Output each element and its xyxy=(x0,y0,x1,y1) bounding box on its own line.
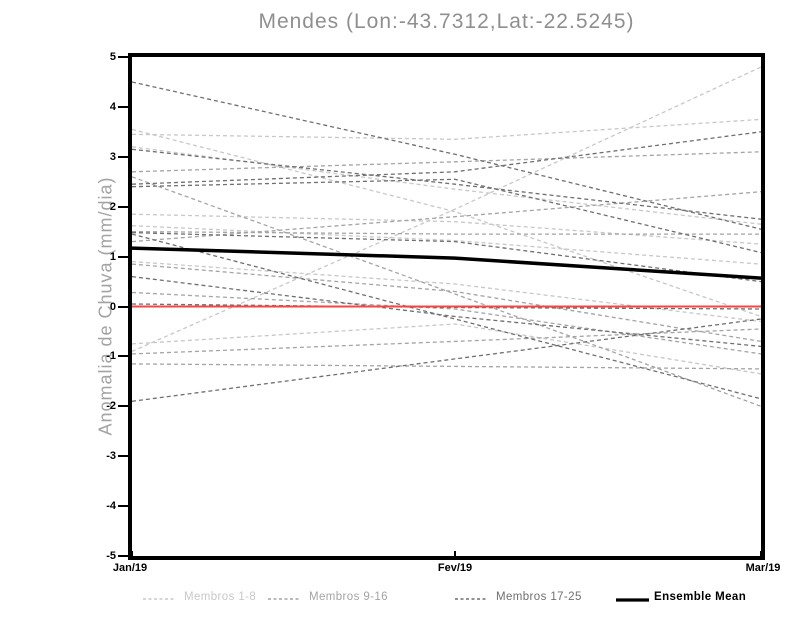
legend-label-ensemble-mean: Ensemble Mean xyxy=(654,591,747,603)
legend-label-membros-17-25: Membros 17-25 xyxy=(496,591,582,603)
y-tick-label: -1 xyxy=(106,350,116,363)
y-tick-mark xyxy=(118,105,128,108)
legend-swatch-membros-1-8 xyxy=(143,598,176,600)
member-20-line xyxy=(132,178,761,254)
member-19-line xyxy=(132,148,761,220)
x-tick-mark xyxy=(760,551,762,556)
y-tick-mark xyxy=(118,56,128,58)
y-tick-label: -2 xyxy=(106,400,116,413)
y-tick-mark xyxy=(118,355,128,358)
member-22-line xyxy=(132,231,761,283)
legend-label-membros-1-8: Membros 1-8 xyxy=(184,591,257,603)
legend-label-membros-9-16: Membros 9-16 xyxy=(309,591,388,603)
y-tick-label: 3 xyxy=(109,150,116,163)
x-tick-mark xyxy=(454,551,457,556)
plot-area xyxy=(128,53,765,560)
y-tick-mark xyxy=(118,205,128,208)
member-13-line xyxy=(132,291,761,355)
member-11-line xyxy=(132,230,761,235)
member-04-line xyxy=(132,213,761,245)
x-tick-mark xyxy=(131,551,133,556)
legend-swatch-ensemble-mean xyxy=(616,598,649,602)
y-tick-label: -3 xyxy=(106,450,116,463)
y-tick-label: -4 xyxy=(106,500,116,513)
x-tick-label-jan: Jan/19 xyxy=(112,562,148,574)
member-07-line xyxy=(132,260,761,323)
y-tick-label: 0 xyxy=(109,300,116,313)
member-12-line xyxy=(132,263,761,343)
y-tick-mark xyxy=(118,405,128,408)
member-01-line xyxy=(132,118,761,140)
y-tick-label: 5 xyxy=(109,51,116,63)
member-05-line xyxy=(132,225,761,265)
x-tick-label-fev: Fev/19 xyxy=(437,562,473,574)
member-09-line xyxy=(132,191,761,243)
y-tick-mark xyxy=(118,155,128,158)
member-03-line xyxy=(132,128,761,318)
legend-swatch-membros-9-16 xyxy=(268,598,301,600)
ensemble-mean-line xyxy=(132,246,761,280)
y-tick-label: 4 xyxy=(109,100,116,113)
y-tick-label: 1 xyxy=(109,250,116,263)
y-tick-mark xyxy=(118,505,128,508)
y-tick-mark xyxy=(118,455,128,458)
member-08-line xyxy=(132,323,761,375)
plot-svg xyxy=(132,66,761,407)
chart-title: Mendes (Lon:-43.7312,Lat:-22.5245) xyxy=(258,10,635,33)
y-tick-mark xyxy=(118,305,128,308)
member-24-line xyxy=(132,318,761,402)
y-tick-label: -5 xyxy=(106,550,116,562)
member-10-line xyxy=(132,176,761,407)
y-tick-mark xyxy=(118,255,128,258)
y-tick-mark xyxy=(118,555,128,557)
y-tick-label: 2 xyxy=(109,200,116,213)
x-tick-label-mar: Mar/19 xyxy=(745,562,781,574)
legend-swatch-membros-17-25 xyxy=(455,598,488,600)
member-17-line xyxy=(132,81,761,230)
member-18-line xyxy=(132,131,761,185)
member-25-line xyxy=(132,275,761,348)
member-14-line xyxy=(132,328,761,355)
member-16-line xyxy=(132,151,761,173)
member-15-line xyxy=(132,363,761,370)
member-06-line xyxy=(132,66,761,352)
